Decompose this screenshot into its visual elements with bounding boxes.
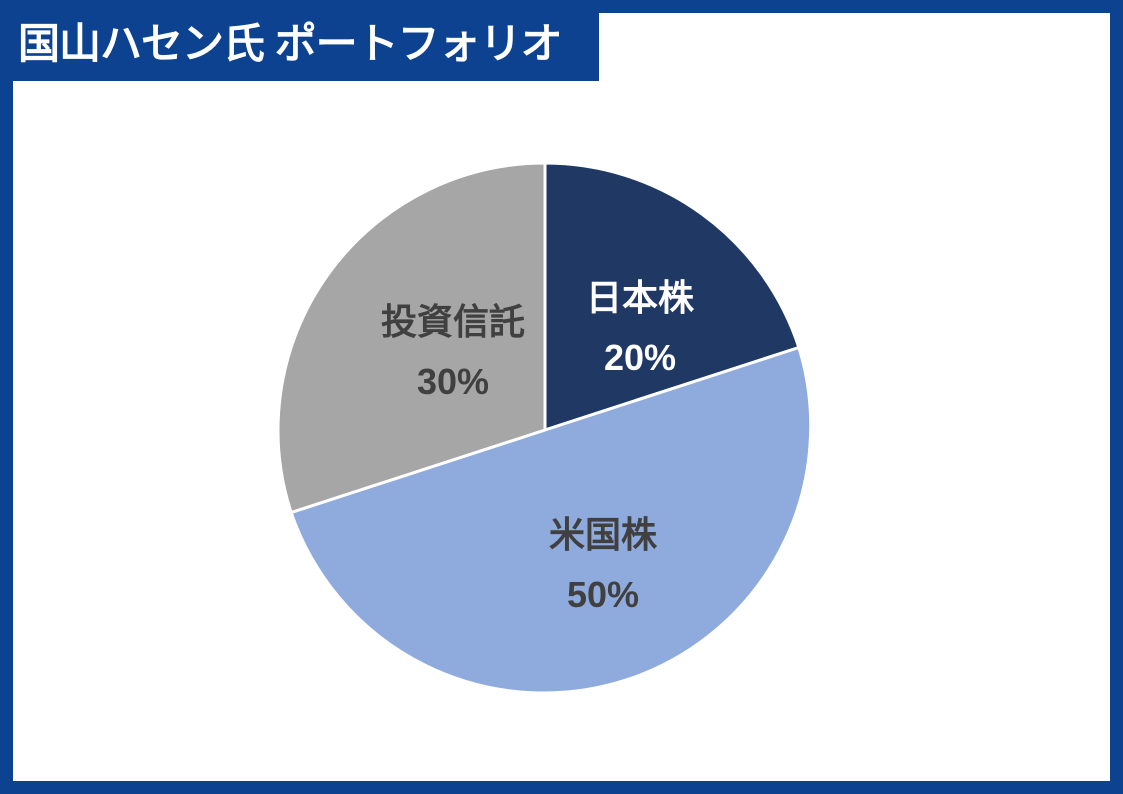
- slice-label-investment-trusts: 投資信託 30%: [381, 292, 525, 412]
- slice-name: 米国株: [548, 514, 658, 555]
- pie-slice-japan-stocks: [543, 161, 801, 432]
- pie-slice-investment-trusts: [276, 161, 547, 514]
- slice-label-us-stocks: 米国株 50%: [549, 505, 657, 625]
- slice-value: 50%: [566, 574, 640, 615]
- slice-name: 日本株: [585, 277, 695, 318]
- title-banner: 国山ハセン氏 ポートフォリオ: [0, 0, 599, 81]
- slice-value: 30%: [416, 361, 490, 402]
- slice-name: 投資信託: [380, 301, 526, 342]
- slice-value: 20%: [603, 337, 677, 378]
- page-title: 国山ハセン氏 ポートフォリオ: [18, 20, 563, 67]
- slice-label-japan-stocks: 日本株 20%: [586, 268, 694, 388]
- pie-slice-us-stocks: [289, 346, 813, 695]
